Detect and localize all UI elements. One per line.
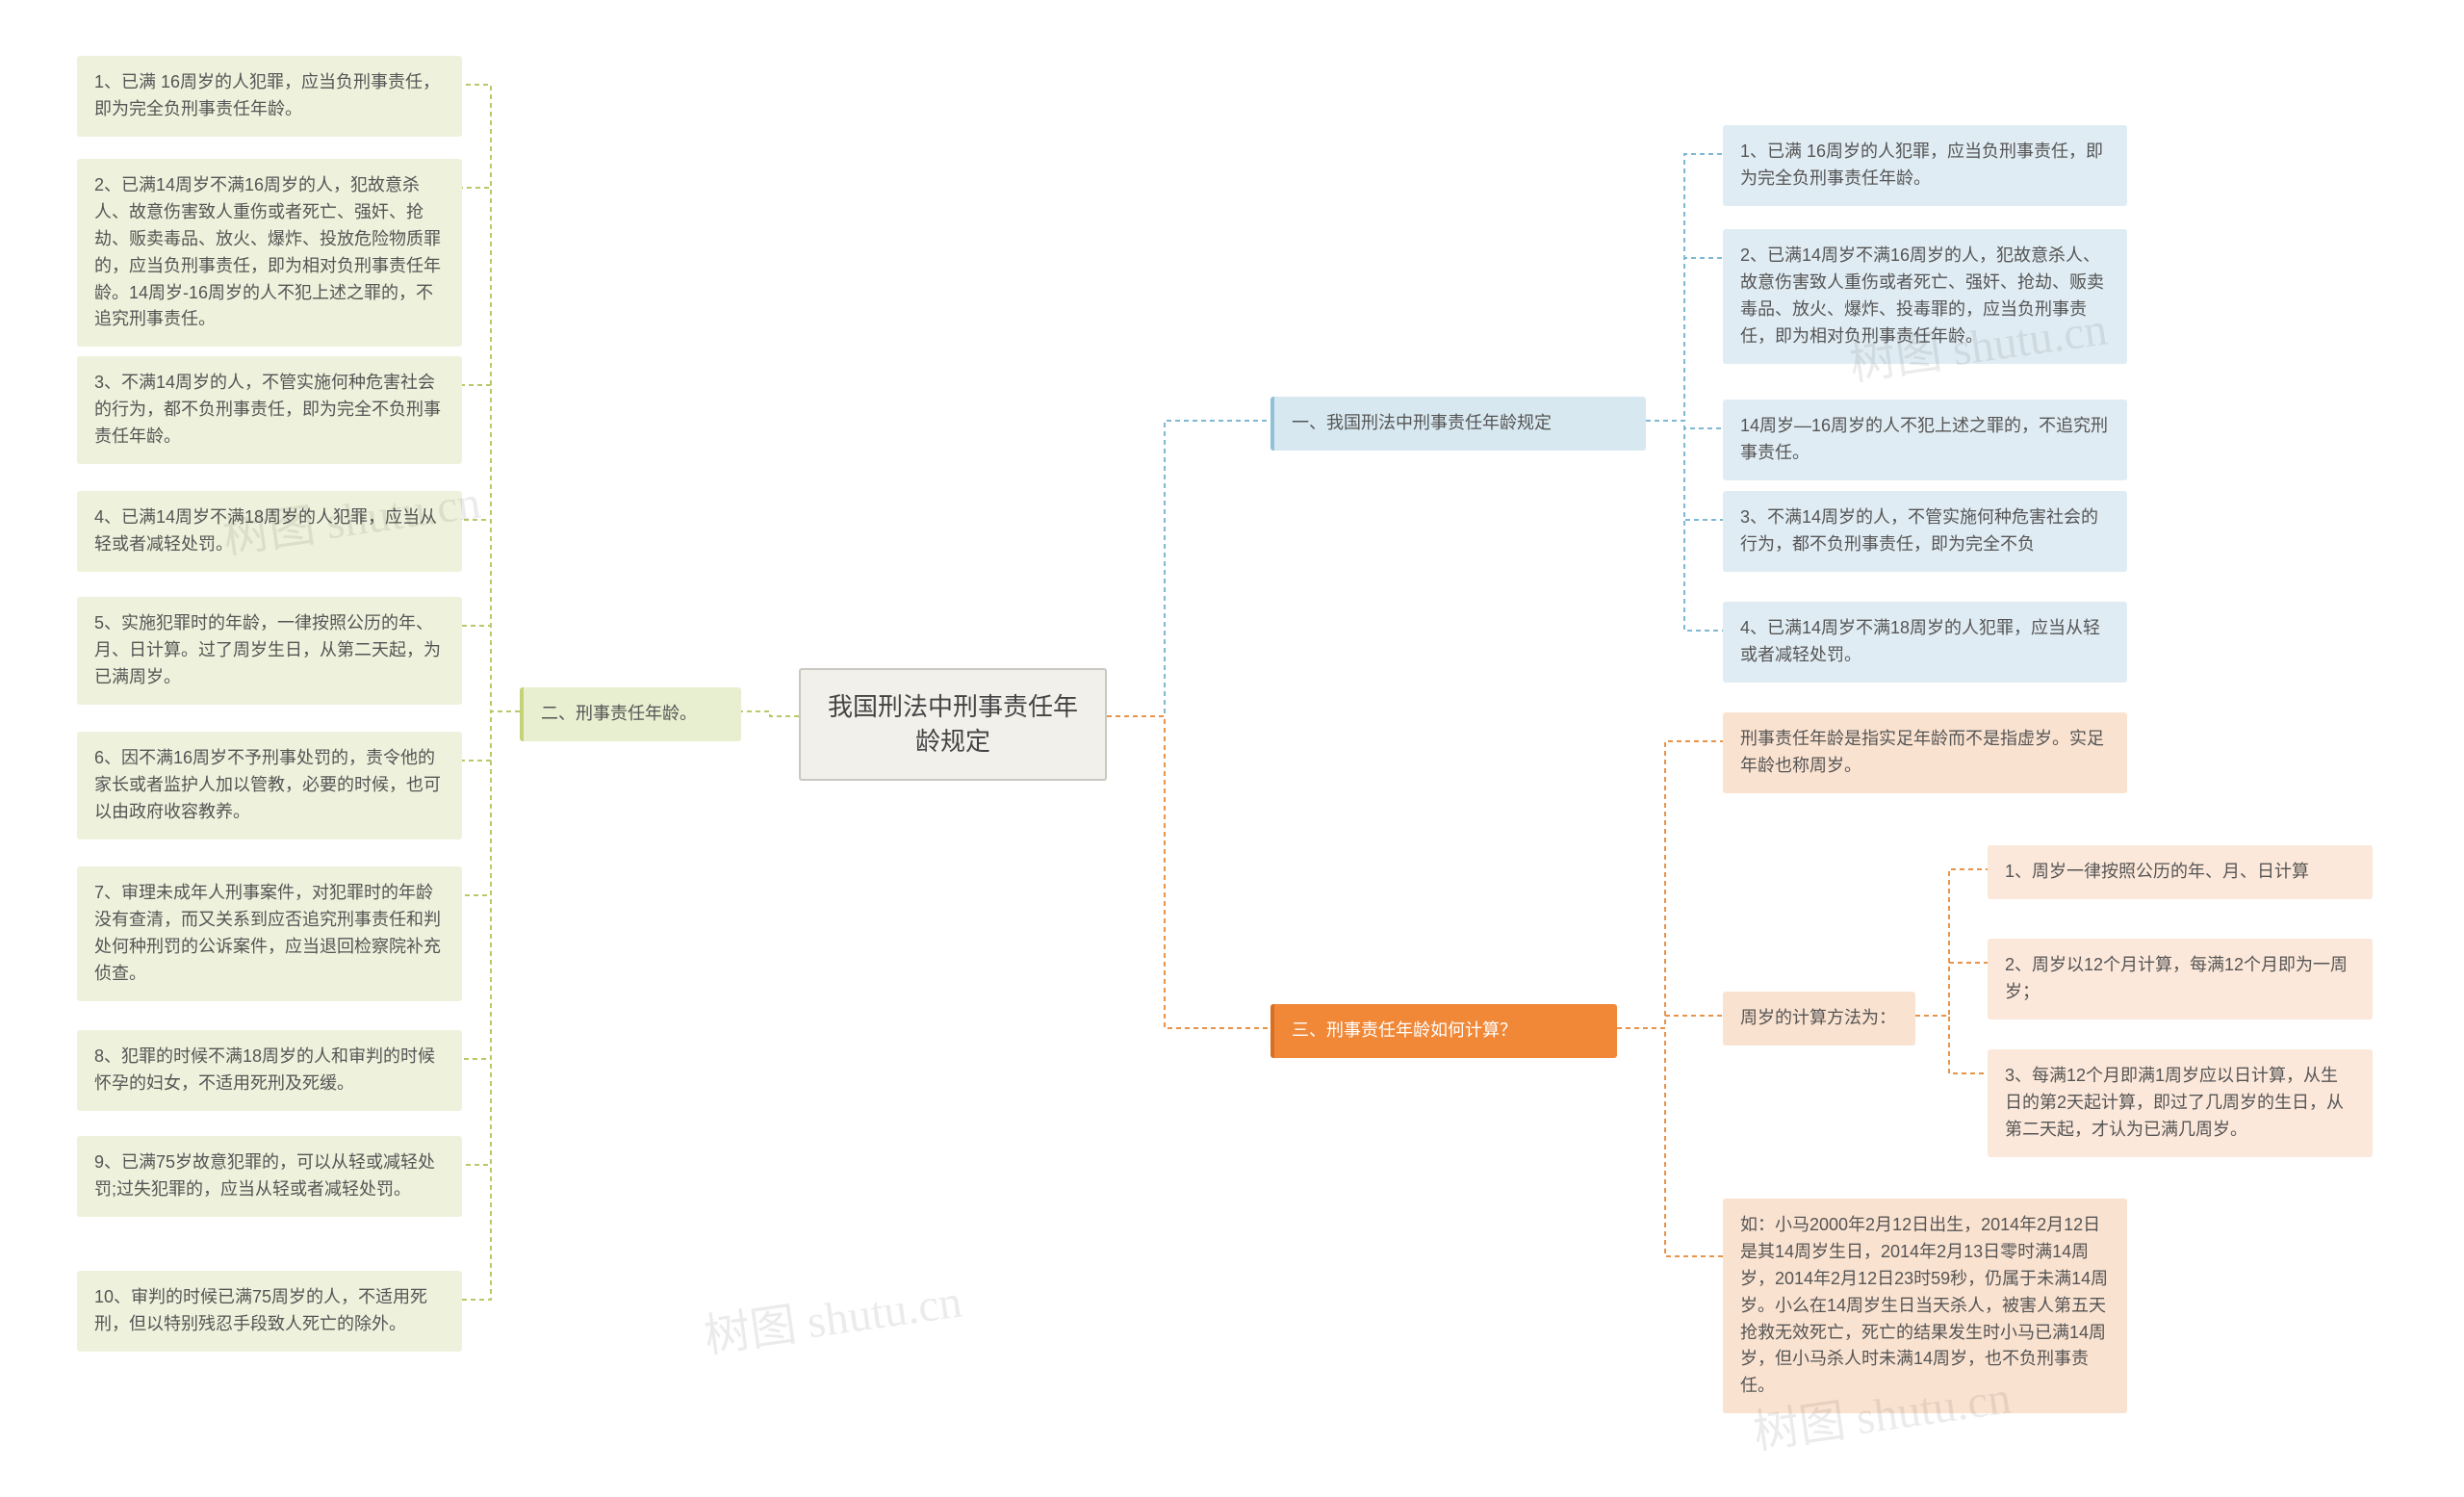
- b2-leaf: 1、已满 16周岁的人犯罪，应当负刑事责任，即为完全负刑事责任年龄。: [77, 56, 462, 137]
- b1-leaf: 2、已满14周岁不满16周岁的人，犯故意杀人、故意伤害致人重伤或者死亡、强奸、抢…: [1723, 229, 2127, 364]
- b2-leaf: 5、实施犯罪时的年龄，一律按照公历的年、月、日计算。过了周岁生日，从第二天起，为…: [77, 597, 462, 705]
- b2-leaf: 10、审判的时候已满75周岁的人，不适用死刑，但以特别残忍手段致人死亡的除外。: [77, 1271, 462, 1352]
- b2-leaf: 3、不满14周岁的人，不管实施何种危害社会的行为，都不负刑事责任，即为完全不负刑…: [77, 356, 462, 464]
- b2-leaf: 6、因不满16周岁不予刑事处罚的，责令他的家长或者监护人加以管教，必要的时候，也…: [77, 732, 462, 839]
- b2-leaf: 4、已满14周岁不满18周岁的人犯罪，应当从轻或者减轻处罚。: [77, 491, 462, 572]
- branch-3: 三、刑事责任年龄如何计算？: [1270, 1004, 1617, 1058]
- branch-2: 二、刑事责任年龄。: [520, 687, 741, 741]
- watermark: 树图 shutu.cn: [699, 1263, 964, 1366]
- b3-sub-node: 周岁的计算方法为：: [1723, 992, 1915, 1045]
- b2-leaf: 9、已满75岁故意犯罪的，可以从轻或减轻处罚;过失犯罪的，应当从轻或者减轻处罚。: [77, 1136, 462, 1217]
- b3-leaf: 如：小马2000年2月12日出生，2014年2月12日是其14周岁生日，2014…: [1723, 1199, 2127, 1413]
- b2-leaf: 2、已满14周岁不满16周岁的人，犯故意杀人、故意伤害致人重伤或者死亡、强奸、抢…: [77, 159, 462, 347]
- b3-sub-leaf: 3、每满12个月即满1周岁应以日计算，从生日的第2天起计算，即过了几周岁的生日，…: [1988, 1049, 2373, 1157]
- b3-leaf: 刑事责任年龄是指实足年龄而不是指虚岁。实足年龄也称周岁。: [1723, 712, 2127, 793]
- b3-sub-leaf: 2、周岁以12个月计算，每满12个月即为一周岁；: [1988, 939, 2373, 1020]
- b3-sub-leaf: 1、周岁一律按照公历的年、月、日计算: [1988, 845, 2373, 899]
- b1-leaf: 14周岁—16周岁的人不犯上述之罪的，不追究刑事责任。: [1723, 400, 2127, 480]
- branch-1: 一、我国刑法中刑事责任年龄规定: [1270, 397, 1646, 451]
- b1-leaf: 1、已满 16周岁的人犯罪，应当负刑事责任，即为完全负刑事责任年龄。: [1723, 125, 2127, 206]
- b2-leaf: 7、审理未成年人刑事案件，对犯罪时的年龄没有查清，而又关系到应否追究刑事责任和判…: [77, 866, 462, 1001]
- root-node: 我国刑法中刑事责任年龄规定: [799, 668, 1107, 781]
- b1-leaf: 3、不满14周岁的人，不管实施何种危害社会的行为，都不负刑事责任，即为完全不负: [1723, 491, 2127, 572]
- b1-leaf: 4、已满14周岁不满18周岁的人犯罪，应当从轻或者减轻处罚。: [1723, 602, 2127, 683]
- b2-leaf: 8、犯罪的时候不满18周岁的人和审判的时候怀孕的妇女，不适用死刑及死缓。: [77, 1030, 462, 1111]
